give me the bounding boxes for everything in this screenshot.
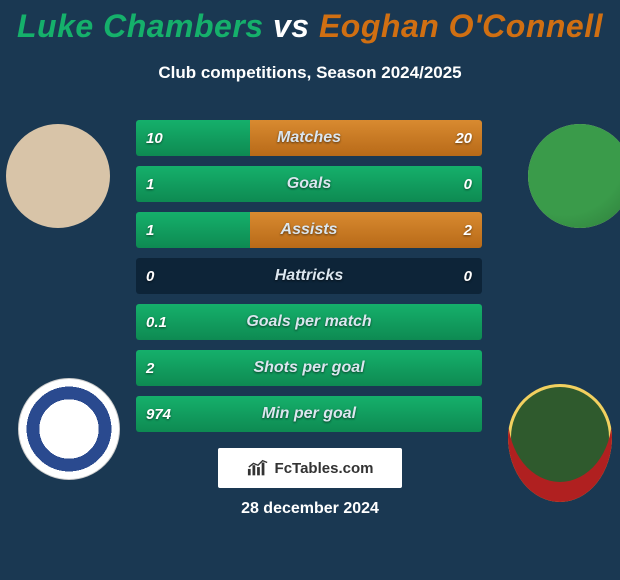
player2-avatar bbox=[528, 124, 620, 228]
player2-name: Eoghan O'Connell bbox=[319, 8, 603, 44]
player1-name: Luke Chambers bbox=[17, 8, 264, 44]
stat-label: Goals per match bbox=[136, 304, 482, 340]
stat-row-shots-per-goal: 2Shots per goal bbox=[136, 350, 482, 386]
stat-label: Shots per goal bbox=[136, 350, 482, 386]
stat-label: Goals bbox=[136, 166, 482, 202]
stat-label: Min per goal bbox=[136, 396, 482, 432]
stat-row-min-per-goal: 974Min per goal bbox=[136, 396, 482, 432]
subtitle: Club competitions, Season 2024/2025 bbox=[0, 63, 620, 83]
stat-row-matches: 1020Matches bbox=[136, 120, 482, 156]
player2-club-crest bbox=[508, 384, 612, 502]
stat-row-goals: 10Goals bbox=[136, 166, 482, 202]
stat-label: Hattricks bbox=[136, 258, 482, 294]
date-label: 28 december 2024 bbox=[0, 500, 620, 518]
stat-bars: 1020Matches 10Goals 12Assists 00Hattricks 0.… bbox=[136, 120, 482, 442]
stat-row-hattricks: 00Hattricks bbox=[136, 258, 482, 294]
stat-label: Assists bbox=[136, 212, 482, 248]
player1-avatar bbox=[6, 124, 110, 228]
stat-row-assists: 12Assists bbox=[136, 212, 482, 248]
vs-label: vs bbox=[273, 8, 310, 44]
stat-row-goals-per-match: 0.1Goals per match bbox=[136, 304, 482, 340]
logo-text: FcTables.com bbox=[275, 460, 374, 477]
comparison-title: Luke Chambers vs Eoghan O'Connell bbox=[0, 0, 620, 45]
fctables-logo: FcTables.com bbox=[218, 448, 402, 488]
player1-club-crest bbox=[18, 378, 120, 480]
stat-label: Matches bbox=[136, 120, 482, 156]
chart-icon bbox=[247, 459, 269, 477]
